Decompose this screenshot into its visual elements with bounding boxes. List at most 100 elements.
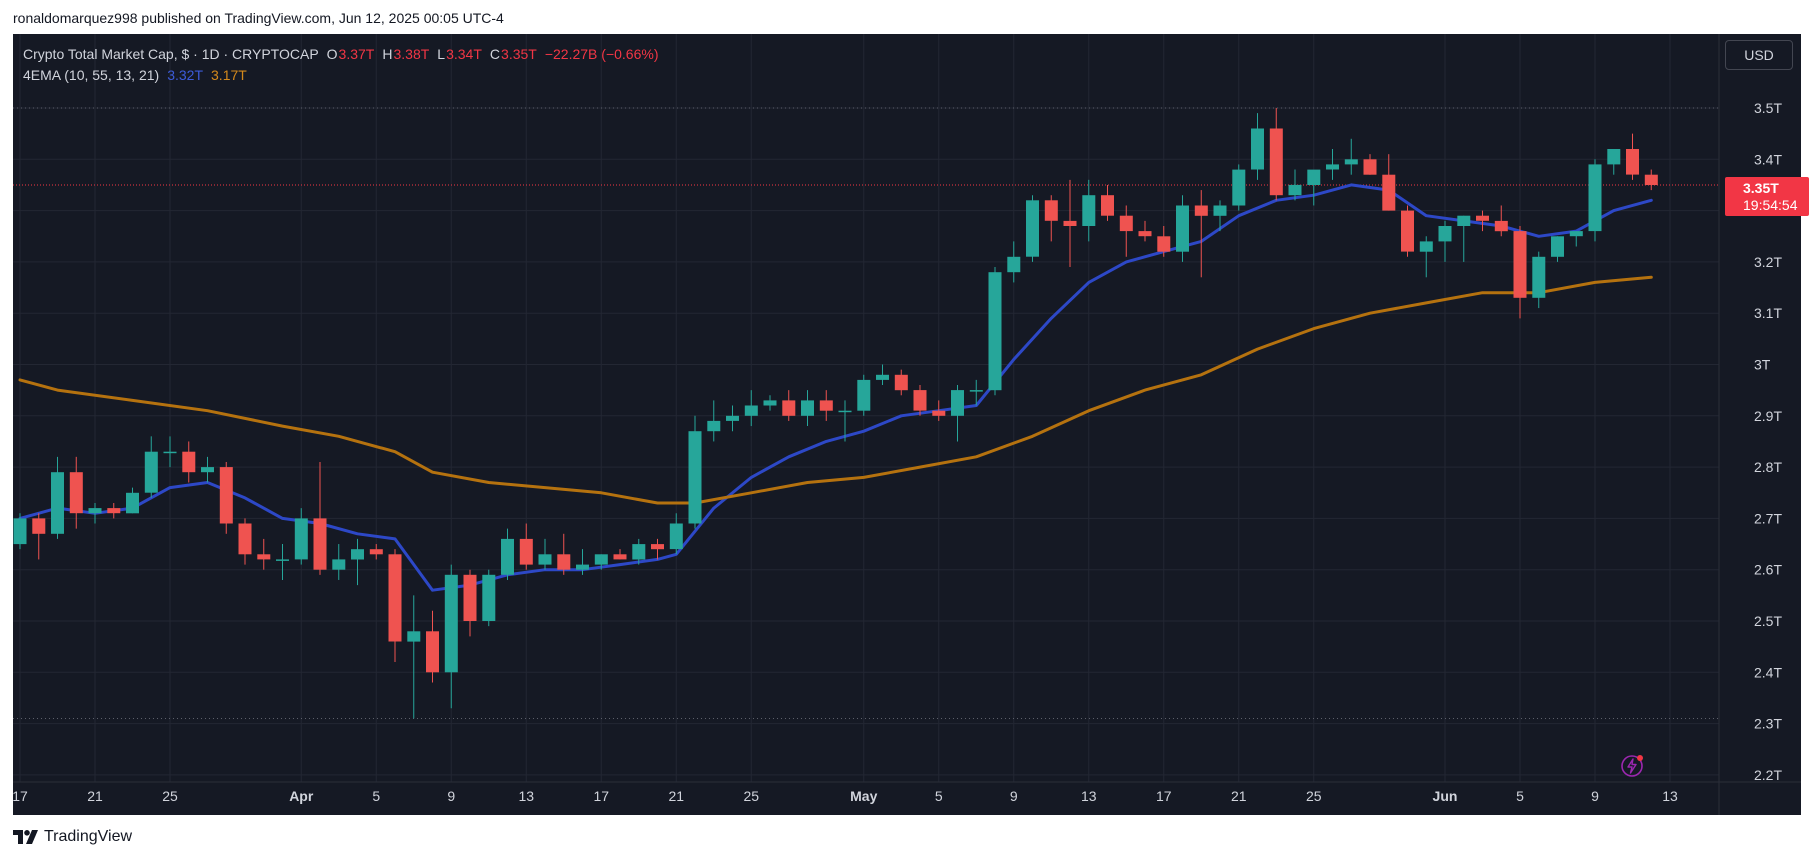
candle-body: [1363, 159, 1377, 175]
y-tick-label: 3T: [1754, 357, 1771, 373]
candle-body: [163, 451, 177, 454]
candle-body: [576, 564, 589, 570]
candle-body: [257, 554, 271, 560]
x-tick-label: Apr: [289, 788, 314, 804]
lightning-alert-icon[interactable]: [1619, 753, 1645, 779]
candle-body: [369, 549, 383, 555]
symbol-title[interactable]: Crypto Total Market Cap, $ · 1D · CRYPTO…: [23, 46, 319, 62]
high-value: 3.38T: [393, 46, 430, 62]
candle-body: [744, 405, 758, 416]
candle-body: [969, 390, 983, 392]
chart-legend: Crypto Total Market Cap, $ · 1D · CRYPTO…: [23, 44, 658, 86]
currency-button[interactable]: USD: [1725, 40, 1793, 70]
candle-body: [782, 400, 796, 416]
x-tick-label: 25: [162, 788, 178, 804]
candle-body: [463, 574, 477, 621]
candle-body: [707, 420, 721, 432]
last-price-badge: 3.35T 19:54:54: [1725, 177, 1809, 216]
x-tick-label: 9: [1591, 788, 1599, 804]
candle-body: [1626, 149, 1639, 175]
candle-body: [69, 472, 83, 514]
candle-body: [144, 451, 158, 493]
candle-body: [894, 374, 908, 391]
candle-body: [388, 554, 402, 642]
indicator-name[interactable]: 4EMA (10, 55, 13, 21): [23, 67, 160, 83]
candle-body: [613, 554, 627, 560]
x-tick-label: 13: [518, 788, 534, 804]
x-tick-label: 17: [593, 788, 609, 804]
candle-body: [726, 415, 739, 421]
y-tick-label: 2.5T: [1754, 613, 1782, 629]
y-tick-label: 2.8T: [1754, 459, 1782, 475]
candle-body: [1157, 236, 1171, 252]
candle-body: [1232, 169, 1246, 206]
y-tick-label: 2.3T: [1754, 716, 1782, 732]
candle-body: [1026, 200, 1039, 257]
candle-body: [669, 523, 683, 550]
candle-body: [1494, 220, 1508, 232]
candle-body: [313, 518, 327, 570]
candle-body: [594, 554, 608, 565]
tradingview-logo[interactable]: TradingView: [13, 828, 132, 846]
y-tick-label: 3.1T: [1754, 305, 1782, 321]
candle-body: [238, 523, 252, 555]
candle-body: [819, 400, 833, 411]
ema-slow-value: 3.17T: [211, 67, 247, 83]
chart-panel[interactable]: 3.5T3.4T3.3T3.2T3.1T3T2.9T2.8T2.7T2.6T2.…: [13, 34, 1809, 815]
candle-body: [201, 467, 214, 473]
candle-body: [32, 518, 46, 534]
candle-body: [1101, 195, 1114, 216]
candle-body: [1082, 195, 1096, 226]
x-tick-label: 25: [743, 788, 759, 804]
candle-body: [1607, 149, 1621, 165]
candle-body: [951, 390, 964, 416]
candle-body: [1044, 200, 1058, 221]
y-tick-label: 2.2T: [1754, 767, 1782, 783]
candle-body: [1569, 231, 1583, 237]
candle-body: [1457, 215, 1471, 226]
candle-body: [1194, 205, 1208, 216]
candle-body: [519, 538, 533, 565]
last-price-value: 3.35T: [1743, 180, 1779, 196]
bar-countdown: 19:54:54: [1743, 197, 1798, 213]
candle-body: [932, 410, 946, 416]
x-tick-label: 17: [13, 788, 28, 804]
x-tick-label: 13: [1662, 788, 1678, 804]
tradingview-wordmark: TradingView: [44, 828, 133, 845]
close-label: C: [489, 46, 501, 62]
y-tick-label: 3.5T: [1754, 100, 1782, 116]
published-by-line: ronaldomarquez998 published on TradingVi…: [13, 10, 504, 26]
x-tick-label: 13: [1081, 788, 1097, 804]
candle-body: [763, 400, 777, 406]
candle-body: [876, 374, 889, 380]
close-value: 3.35T: [501, 46, 537, 62]
x-tick-label: 9: [1010, 788, 1018, 804]
low-value: 3.34T: [446, 46, 482, 62]
candle-body: [988, 272, 1002, 391]
candle-body: [482, 574, 496, 621]
price-chart[interactable]: 3.5T3.4T3.3T3.2T3.1T3T2.9T2.8T2.7T2.6T2.…: [13, 34, 1801, 815]
candle-body: [1419, 241, 1433, 252]
candle-body: [1007, 256, 1021, 273]
x-tick-label: 21: [87, 788, 103, 804]
x-tick-label: 5: [372, 788, 380, 804]
y-tick-label: 2.9T: [1754, 408, 1782, 424]
candle-body: [351, 549, 364, 560]
candle-body: [1644, 174, 1658, 185]
candle-body: [1513, 231, 1527, 298]
candle-body: [1119, 215, 1133, 232]
candle-body: [1551, 236, 1564, 257]
candle-body: [1213, 205, 1227, 216]
candle-body: [13, 518, 27, 545]
candle-body: [276, 559, 289, 561]
x-tick-label: 17: [1156, 788, 1172, 804]
y-tick-label: 3.4T: [1754, 151, 1782, 167]
candle-body: [1288, 184, 1302, 196]
y-tick-label: 2.4T: [1754, 664, 1782, 680]
candle-body: [913, 390, 927, 411]
candle-body: [51, 472, 64, 534]
candle-body: [107, 508, 121, 514]
x-tick-label: May: [850, 788, 877, 804]
candle-body: [688, 431, 702, 524]
y-tick-label: 2.7T: [1754, 510, 1782, 526]
